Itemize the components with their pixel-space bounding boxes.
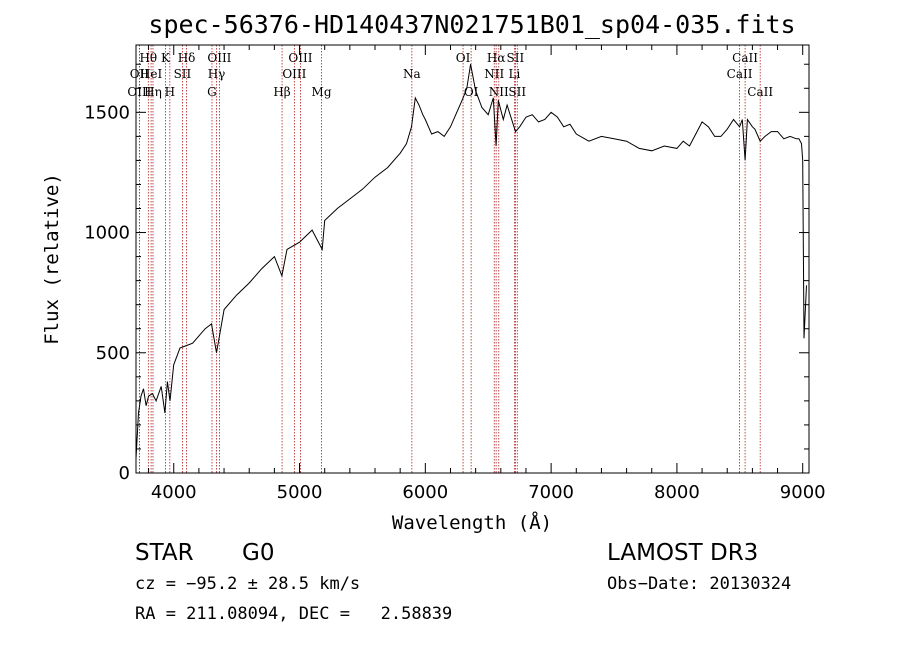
obs-date-text: Obs−Date: 20130324	[607, 574, 792, 594]
x-tick-label: 5000	[277, 482, 323, 503]
spectral-line-label: SII	[508, 85, 526, 99]
spectral-line-label: CaII	[727, 67, 753, 81]
spectral-line-label: K	[161, 51, 171, 65]
redshift-text: cz = −95.2 ± 28.5 km/s	[135, 574, 361, 594]
spectral-line-label: G	[207, 85, 217, 99]
spectral-line-label: OIII	[288, 51, 312, 65]
spectral-line-label: Li	[508, 67, 520, 81]
plot-frame	[135, 44, 810, 474]
x-tick-label: 7000	[528, 482, 574, 503]
y-tick-label: 0	[119, 463, 130, 484]
x-tick-label: 6000	[402, 482, 448, 503]
spectral-line-label: Hθ	[139, 51, 157, 65]
x-axis-label: Wavelength (Å)	[392, 511, 552, 534]
spectral-line-label: CaII	[747, 85, 773, 99]
spectral-line-label: Mg	[312, 85, 332, 99]
spectral-line-label: OI	[456, 51, 471, 65]
y-tick-label: 500	[96, 343, 130, 364]
coords-text: RA = 211.08094, DEC = 2.58839	[135, 604, 453, 624]
spectral-line-label: SII	[507, 51, 525, 65]
spectral-line-label: CaII	[732, 51, 758, 65]
x-tick-label: 8000	[654, 482, 700, 503]
spectral-line-label: Hδ	[178, 51, 196, 65]
spectral-line-label: NII	[484, 67, 504, 81]
y-axis-label: Flux (relative)	[41, 173, 63, 345]
survey-name: LAMOST DR3	[607, 540, 759, 566]
spectral-line-label: SII	[174, 67, 192, 81]
spectrum-series-line	[135, 64, 807, 459]
spectral-line-markers	[138, 45, 761, 473]
chart-title: spec-56376-HD140437N021751B01_sp04-035.f…	[148, 10, 795, 39]
spectral-line-label: OIII	[127, 85, 151, 99]
spectral-line-label: NII	[489, 85, 509, 99]
object-class: STAR	[135, 540, 194, 566]
spectral-line-label: H	[165, 85, 175, 99]
x-tick-label: 4000	[151, 482, 197, 503]
x-tick-label: 9000	[780, 482, 826, 503]
spectral-line-label: Na	[403, 67, 421, 81]
y-tick-label: 1000	[84, 223, 130, 244]
spectral-line-label: OII	[130, 67, 150, 81]
y-tick-label: 1500	[84, 102, 130, 123]
spectral-line-label: Hβ	[273, 85, 290, 99]
spectral-line-label: HeI	[140, 67, 163, 81]
spectral-line-label: OIII	[282, 67, 306, 81]
spectral-line-label: OIII	[207, 51, 231, 65]
x-axis-ticks: 4000 5000 6000 7000 8000 9000	[148, 45, 826, 503]
spectral-line-label: Hη	[144, 85, 162, 99]
y-axis-ticks: 0 500 1000 1500	[84, 63, 809, 484]
spectral-line-label: Hα	[487, 51, 506, 65]
spectral-line-label: Hγ	[208, 67, 226, 81]
object-subclass: G0	[242, 540, 275, 566]
